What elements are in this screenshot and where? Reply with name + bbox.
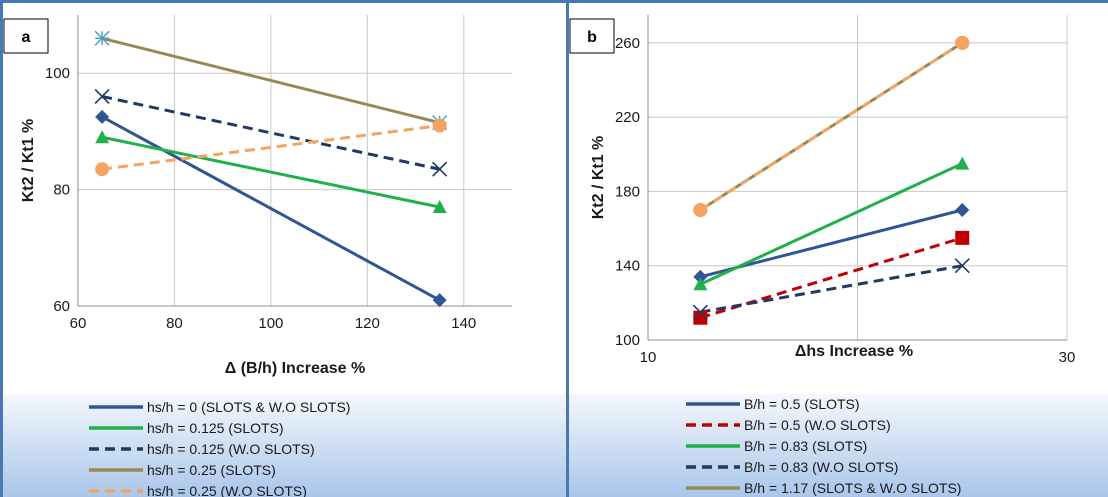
panel-a: 60 80 100 60 80 100 120 140 Δ (B/h) Increase % Kt… xyxy=(0,0,566,497)
series-line xyxy=(101,95,440,171)
legend-label: B/h = 0.5 (W.O SLOTS) xyxy=(744,417,891,433)
legend-background xyxy=(3,394,566,497)
legend-label: B/h = 0.83 (W.O SLOTS) xyxy=(744,459,898,475)
y-tick-label: 140 xyxy=(615,258,640,275)
data-point-marker xyxy=(432,200,447,214)
y-axis-title: Kt2 / Kt1 % xyxy=(20,119,37,203)
series-line xyxy=(101,124,440,171)
y-tick-label: 260 xyxy=(615,35,640,52)
legend-label: B/h = 1.17 (SLOTS & W.O SLOTS) xyxy=(744,480,961,496)
data-point-marker xyxy=(432,118,447,133)
data-point-marker xyxy=(955,35,970,50)
legend-background xyxy=(569,394,1108,497)
panel-label-box xyxy=(3,18,49,54)
data-point-marker xyxy=(94,30,110,46)
series-line xyxy=(699,236,963,320)
data-point-marker xyxy=(954,258,970,274)
data-point-marker xyxy=(432,161,448,177)
panel-b: 100 140 180 220 260 10 30 Δhs Increase % Kt2 / K… xyxy=(566,0,1108,497)
y-tick-label: 180 xyxy=(615,183,640,200)
y-tick-label: 100 xyxy=(615,332,640,349)
legend-label: hs/h = 0.25 (SLOTS) xyxy=(147,462,276,478)
legend-label: hs/h = 0.125 (W.O SLOTS) xyxy=(147,441,315,457)
legend-label: hs/h = 0 (SLOTS & W.O SLOTS) xyxy=(147,399,350,415)
x-tick-label: 10 xyxy=(640,349,657,366)
panel-label: a xyxy=(22,29,31,46)
data-point-marker xyxy=(432,293,447,308)
chart-a: 60 80 100 60 80 100 120 140 Δ (B/h) Increase % Kt… xyxy=(3,15,566,497)
data-point-marker xyxy=(95,162,110,177)
chart-b: 100 140 180 220 260 10 30 Δhs Increase % Kt2 / K… xyxy=(569,15,1108,497)
data-point-marker xyxy=(693,277,708,291)
data-point-marker xyxy=(693,203,708,217)
data-point-marker xyxy=(693,269,708,284)
x-tick-label: 120 xyxy=(355,315,380,332)
data-point-marker xyxy=(955,230,970,245)
data-point-marker xyxy=(94,88,110,105)
y-tick-label: 100 xyxy=(45,65,70,82)
legend-label: B/h = 0.5 (SLOTS) xyxy=(744,396,860,412)
series-line xyxy=(700,264,963,314)
x-axis-title: Δhs Increase % xyxy=(795,343,913,360)
data-point-marker xyxy=(692,304,708,320)
x-axis-title: Δ (B/h) Increase % xyxy=(225,360,365,377)
legend-label: hs/h = 0.25 (W.O SLOTS) xyxy=(147,483,307,497)
series-line xyxy=(101,135,440,209)
y-axis-title: Kt2 / Kt1 % xyxy=(590,136,607,220)
series-line xyxy=(699,41,964,212)
series-line xyxy=(699,162,963,286)
y-tick-label: 80 xyxy=(53,182,70,199)
panel-label-box xyxy=(569,18,615,54)
x-tick-label: 30 xyxy=(1059,349,1076,366)
data-point-marker xyxy=(95,109,110,124)
y-tick-label: 220 xyxy=(615,109,640,126)
series-line xyxy=(101,36,441,125)
x-tick-label: 80 xyxy=(166,315,183,332)
data-point-marker xyxy=(955,156,970,170)
x-tick-label: 140 xyxy=(451,315,476,332)
data-point-marker xyxy=(693,310,708,325)
y-tick-label: 60 xyxy=(53,298,70,315)
x-tick-label: 60 xyxy=(70,315,87,332)
x-tick-label: 100 xyxy=(258,315,283,332)
legend-label: B/h = 0.83 (SLOTS) xyxy=(744,438,867,454)
data-point-marker xyxy=(955,203,970,217)
data-point-marker xyxy=(95,130,110,144)
panel-label: b xyxy=(587,29,597,46)
legend-label: hs/h = 0.125 (SLOTS) xyxy=(147,420,284,436)
